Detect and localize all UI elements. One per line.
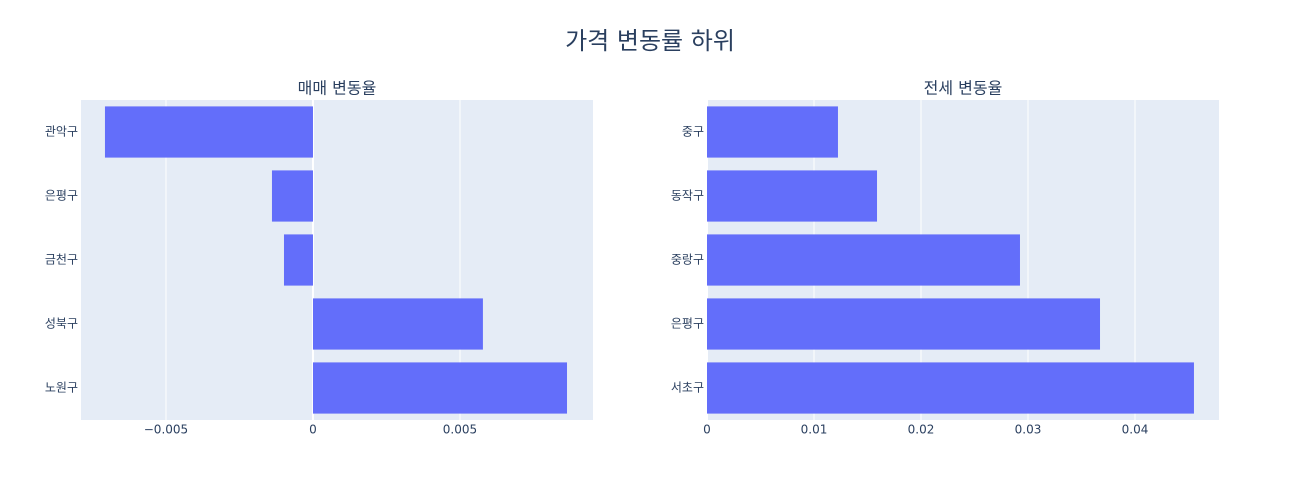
bar	[283, 234, 313, 286]
y-tick-label: 은평구	[45, 189, 78, 203]
y-tick-label: 은평구	[671, 317, 704, 331]
bar	[707, 234, 1020, 286]
x-tick-label: 0.005	[443, 423, 477, 437]
bar	[707, 298, 1101, 350]
bar	[312, 362, 568, 414]
x-tick-label: 0.04	[1122, 423, 1149, 437]
x-tick-label: 0	[703, 423, 711, 437]
x-tick-label: 0.01	[801, 423, 828, 437]
bar	[707, 362, 1194, 414]
y-tick-label: 중구	[682, 125, 704, 139]
bar	[312, 298, 483, 350]
y-tick-label: 서초구	[671, 381, 704, 395]
bar	[271, 170, 313, 222]
y-tick-label: 중랑구	[671, 253, 704, 267]
y-tick-label: 성북구	[45, 317, 78, 331]
y-tick-label: 금천구	[45, 252, 78, 267]
x-tick-label: 0	[309, 423, 317, 437]
x-tick-label: 0.03	[1015, 423, 1042, 437]
bar	[707, 106, 838, 158]
chart-title: 가격 변동률 하위	[565, 27, 735, 55]
x-tick-label: −0.005	[144, 423, 188, 437]
y-tick-label: 동작구	[671, 189, 704, 203]
x-tick-label: 0.02	[908, 423, 935, 437]
subplot-title: 전세 변동율	[924, 79, 1003, 98]
bar	[104, 106, 313, 158]
bar	[707, 170, 878, 222]
y-tick-label: 관악구	[45, 125, 78, 139]
y-tick-label: 노원구	[45, 381, 78, 395]
subplot-title: 매매 변동율	[298, 79, 377, 98]
